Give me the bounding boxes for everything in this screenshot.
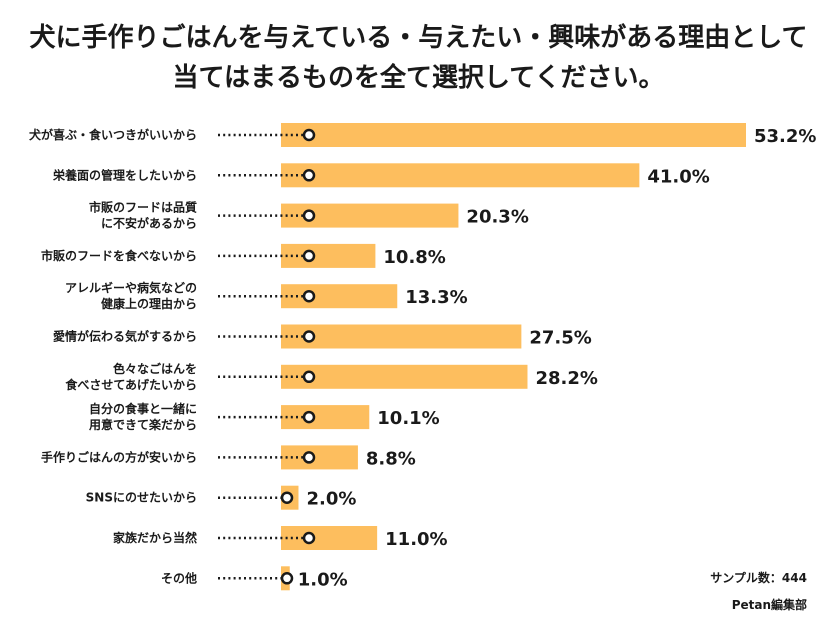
bar [281, 526, 378, 550]
category-label: 犬が喜ぶ・食いつきがいいから [29, 127, 197, 142]
bar-marker [280, 491, 294, 504]
category-label: 愛情が伝わる気がするから [53, 329, 197, 344]
category-label-line: 色々なごはんを [113, 361, 197, 376]
bar-marker [302, 451, 316, 464]
data-label: 41.0% [647, 166, 709, 187]
sample-size-note: サンプル数：444 [710, 571, 807, 585]
category-label-line: 愛情が伝わる気がするから [53, 329, 197, 344]
bar [281, 123, 746, 147]
data-label: 11.0% [385, 529, 447, 550]
bar-marker [302, 128, 316, 142]
bar-marker [280, 572, 294, 585]
bar [281, 324, 522, 349]
data-label: 27.5% [529, 328, 591, 349]
chart-title-line-1: 犬に手作りごはんを与えている・与えたい・興味がある理由として [29, 23, 808, 53]
bar [281, 405, 370, 430]
category-label: 色々なごはんを食べさせてあげたいから [64, 361, 197, 392]
bar-marker [302, 531, 316, 545]
category-label: SNSにのせたいから [86, 491, 197, 505]
category-label: その他 [161, 570, 197, 585]
bar-marker [302, 289, 316, 303]
category-label-line: 健康上の理由から [101, 296, 197, 311]
category-label-line: 家族だから当然 [113, 530, 197, 545]
data-label: 10.8% [383, 247, 445, 268]
category-label: 栄養面の管理をしたいから [52, 167, 197, 182]
bar [281, 445, 358, 470]
category-label: 市販のフードは品質に不安があるから [89, 200, 197, 231]
data-label: 53.2% [754, 126, 816, 147]
category-label-line: アレルギーや病気などの [65, 280, 197, 295]
category-label: アレルギーや病気などの健康上の理由から [65, 280, 197, 311]
category-label-line: 手作りごはんの方が安いから [41, 449, 197, 464]
bar-marker [302, 249, 316, 263]
bar-marker [302, 209, 316, 222]
data-label: 10.1% [377, 408, 439, 429]
category-label-line: 食べさせてあげたいから [64, 377, 197, 392]
data-label: 8.8% [366, 448, 416, 469]
chart-title: 犬に手作りごはんを与えている・与えたい・興味がある理由として 当てはまるものを全… [0, 18, 837, 98]
bar-marker [302, 330, 316, 343]
data-label: 2.0% [306, 489, 356, 510]
chart-title-line-2: 当てはまるものを全て選択してください。 [172, 63, 665, 93]
source-note: Petan編集部 [731, 598, 807, 612]
category-label-line: 市販のフードは品質 [89, 200, 197, 215]
category-label-line: 自分の食事と一緒に [89, 401, 197, 416]
bar-marker [302, 410, 316, 424]
category-label-line: 市販のフードを食べないから [41, 248, 197, 263]
category-label: 自分の食事と一緒に用意できて楽だから [88, 401, 197, 432]
category-label: 市販のフードを食べないから [41, 248, 197, 263]
data-label: 20.3% [466, 207, 528, 228]
category-label-line: 犬が喜ぶ・食いつきがいいから [29, 127, 197, 142]
category-label: 手作りごはんの方が安いから [41, 449, 197, 464]
category-label-line: SNSにのせたいから [86, 491, 197, 505]
data-label: 28.2% [535, 368, 597, 389]
bar-marker [302, 169, 316, 182]
data-label: 1.0% [298, 569, 348, 590]
bar [281, 284, 398, 309]
bar [281, 364, 528, 389]
category-label-line: その他 [161, 570, 197, 585]
bar [281, 243, 376, 268]
bar [281, 163, 640, 188]
data-label: 13.3% [405, 287, 467, 308]
category-label: 家族だから当然 [113, 530, 197, 545]
bar-marker [302, 370, 316, 384]
category-label-line: に不安があるから [101, 216, 197, 231]
category-label-line: 用意できて楽だから [88, 417, 197, 432]
category-label-line: 栄養面の管理をしたいから [52, 167, 197, 182]
